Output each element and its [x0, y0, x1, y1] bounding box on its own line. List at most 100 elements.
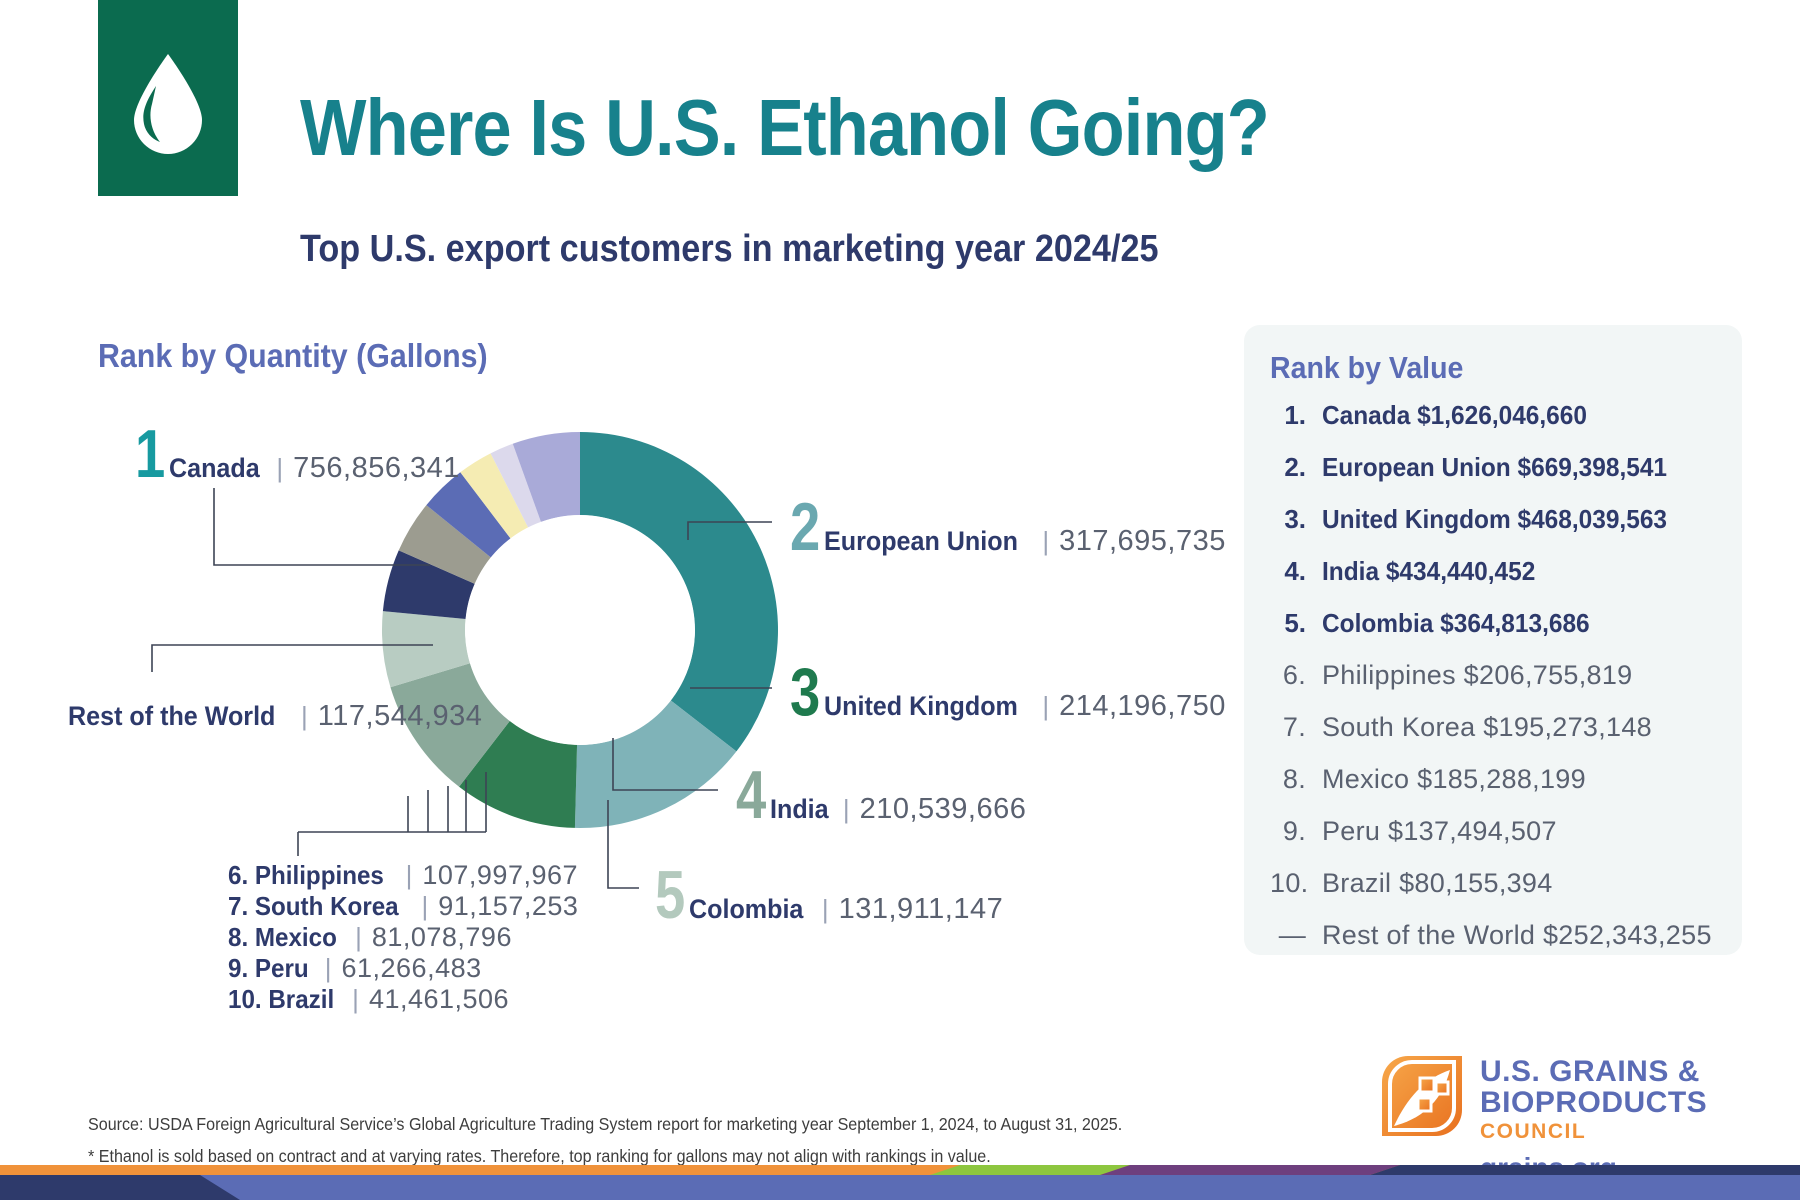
list-item-name: 10. Brazil — [228, 984, 335, 1014]
separator: | — [842, 794, 850, 824]
value-list-rank: 1. — [1284, 400, 1306, 430]
value-list-text: India $434,440,452 — [1322, 556, 1536, 586]
callout-value: 117,544,934 — [317, 700, 483, 732]
callout-value: 214,196,750 — [1059, 690, 1226, 722]
separator: | — [421, 891, 429, 921]
callout-rank-number: 3 — [790, 654, 821, 730]
value-list-item: 3. United Kingdom $468,039,563 — [1270, 504, 1740, 556]
separator: | — [352, 984, 359, 1014]
value-list-text: United Kingdom $468,039,563 — [1322, 504, 1668, 534]
value-list-item: 2. European Union $669,398,541 — [1270, 452, 1740, 504]
separator: | — [276, 453, 284, 483]
callout-india: 4 India | 210,539,666 — [736, 761, 1027, 829]
value-list-item: 6. Philippines $206,755,819 — [1270, 660, 1740, 712]
callout-canada: 1 Canada | 756,856,341 — [135, 416, 460, 492]
value-list-rank: 5. — [1284, 608, 1306, 638]
value-list-text: Canada $1,626,046,660 — [1322, 400, 1587, 430]
callout-country-name: Canada — [168, 453, 260, 483]
callout-rank-number: 5 — [655, 857, 686, 933]
callout-united-kingdom: 3 United Kingdom | 214,196,750 — [790, 654, 1226, 730]
value-list-item: 4. India $434,440,452 — [1270, 556, 1740, 608]
source-line-2: * Ethanol is sold based on contract and … — [88, 1146, 991, 1166]
value-list-text: South Korea $195,273,148 — [1322, 712, 1652, 742]
list-item-name: 7. South Korea — [228, 891, 399, 921]
water-droplet-icon — [134, 54, 202, 154]
callout-value: 210,539,666 — [859, 793, 1027, 825]
value-list-text: Colombia $364,813,686 — [1322, 608, 1590, 638]
quantity-section-heading: Rank by Quantity (Gallons) — [98, 337, 488, 374]
value-list-item: 5. Colombia $364,813,686 — [1270, 608, 1740, 660]
callout-country-name: Colombia — [688, 894, 804, 924]
org-name-line-2: BIOPRODUCTS — [1480, 1086, 1708, 1119]
value-list-item: 9. Peru $137,494,507 — [1270, 816, 1740, 868]
value-list-rank: 9. — [1282, 816, 1306, 846]
org-council-label: COUNCIL — [1480, 1120, 1587, 1143]
value-list-rank: 6. — [1282, 660, 1306, 690]
quantity-minor-list: 6. Philippines | 107,997,967 7. South Ko… — [228, 860, 578, 1015]
list-item-value: 107,997,967 — [422, 860, 579, 890]
separator: | — [1042, 691, 1050, 721]
value-list-item: 7. South Korea $195,273,148 — [1270, 712, 1740, 764]
callout-value: 131,911,147 — [838, 893, 1004, 925]
list-item-name: 9. Peru — [228, 953, 309, 983]
value-list-text: Mexico $185,288,199 — [1322, 764, 1586, 794]
separator: | — [301, 701, 308, 731]
source-note: Source: USDA Foreign Agricultural Servic… — [88, 1108, 1122, 1172]
org-name: U.S. GRAINS & BIOPRODUCTS — [1480, 1056, 1707, 1118]
value-list-rank: 2. — [1284, 452, 1306, 482]
value-list-rank: 10. — [1270, 868, 1309, 898]
list-item: 6. Philippines | 107,997,967 — [228, 860, 578, 891]
value-list-text: Brazil $80,155,394 — [1322, 868, 1553, 898]
page-title: Where Is U.S. Ethanol Going? — [300, 83, 1270, 172]
list-item-value: 81,078,796 — [371, 922, 512, 952]
value-list-rank: 8. — [1282, 764, 1306, 794]
separator: | — [405, 860, 413, 890]
donut-slice — [490, 443, 542, 528]
callout-value: 317,695,735 — [1059, 525, 1226, 557]
list-item: 10. Brazil | 41,461,506 — [228, 984, 578, 1015]
droplet-logo-block — [98, 0, 238, 196]
callout-colombia: 5 Colombia | 131,911,147 — [655, 857, 1004, 933]
value-list-item: 1. Canada $1,626,046,660 — [1270, 400, 1740, 452]
separator: | — [355, 922, 362, 952]
donut-slice — [426, 472, 511, 558]
separator: | — [324, 953, 332, 983]
callout-rest-of-the-world: Rest of the World | 117,544,934 — [68, 700, 482, 733]
callout-country-name: Rest of the World — [68, 701, 276, 731]
value-list-text: Rest of the World $252,343,255 — [1322, 920, 1712, 950]
value-section-heading: Rank by Value — [1270, 350, 1464, 385]
list-item-name: 8. Mexico — [228, 922, 337, 952]
separator: | — [821, 894, 829, 924]
value-list-text: Philippines $206,755,819 — [1322, 660, 1633, 690]
value-list-item: 8. Mexico $185,288,199 — [1270, 764, 1740, 816]
value-list-item: 10. Brazil $80,155,394 — [1270, 868, 1740, 920]
leaf-grain-icon — [1382, 1056, 1462, 1136]
value-list-text: Peru $137,494,507 — [1322, 816, 1557, 846]
donut-slice — [512, 432, 580, 522]
list-item-value: 91,157,253 — [438, 891, 579, 921]
donut-slice — [460, 453, 529, 539]
callout-european-union: 2 European Union | 317,695,735 — [790, 489, 1226, 565]
donut-slice — [459, 720, 578, 828]
donut-slice — [390, 663, 510, 787]
value-panel — [1244, 325, 1742, 955]
org-name-line-1: U.S. GRAINS & — [1480, 1055, 1700, 1088]
callout-country-name: United Kingdom — [823, 691, 1018, 721]
value-list-rank: — — [1278, 920, 1306, 950]
decorative-bottom-bars — [0, 1165, 1800, 1200]
value-ranking-list: 1. Canada $1,626,046,660 2. European Union … — [1270, 400, 1740, 972]
list-item-name: 6. Philippines — [228, 860, 384, 890]
callout-rank-number: 1 — [135, 416, 166, 492]
ethanol-quantity-donut-chart — [382, 432, 778, 828]
list-item-value: 61,266,483 — [341, 953, 482, 983]
value-list-rank: 4. — [1284, 556, 1306, 586]
list-item: 8. Mexico | 81,078,796 — [228, 922, 578, 953]
source-line-1: Source: USDA Foreign Agricultural Servic… — [88, 1114, 1123, 1134]
value-list-rank: 7. — [1282, 712, 1306, 742]
callout-value: 756,856,341 — [293, 452, 460, 484]
list-item: 9. Peru | 61,266,483 — [228, 953, 578, 984]
callout-country-name: India — [769, 794, 829, 824]
list-item: 7. South Korea | 91,157,253 — [228, 891, 578, 922]
value-list-text: European Union $669,398,541 — [1322, 452, 1668, 482]
callout-rank-number: 2 — [790, 489, 821, 565]
